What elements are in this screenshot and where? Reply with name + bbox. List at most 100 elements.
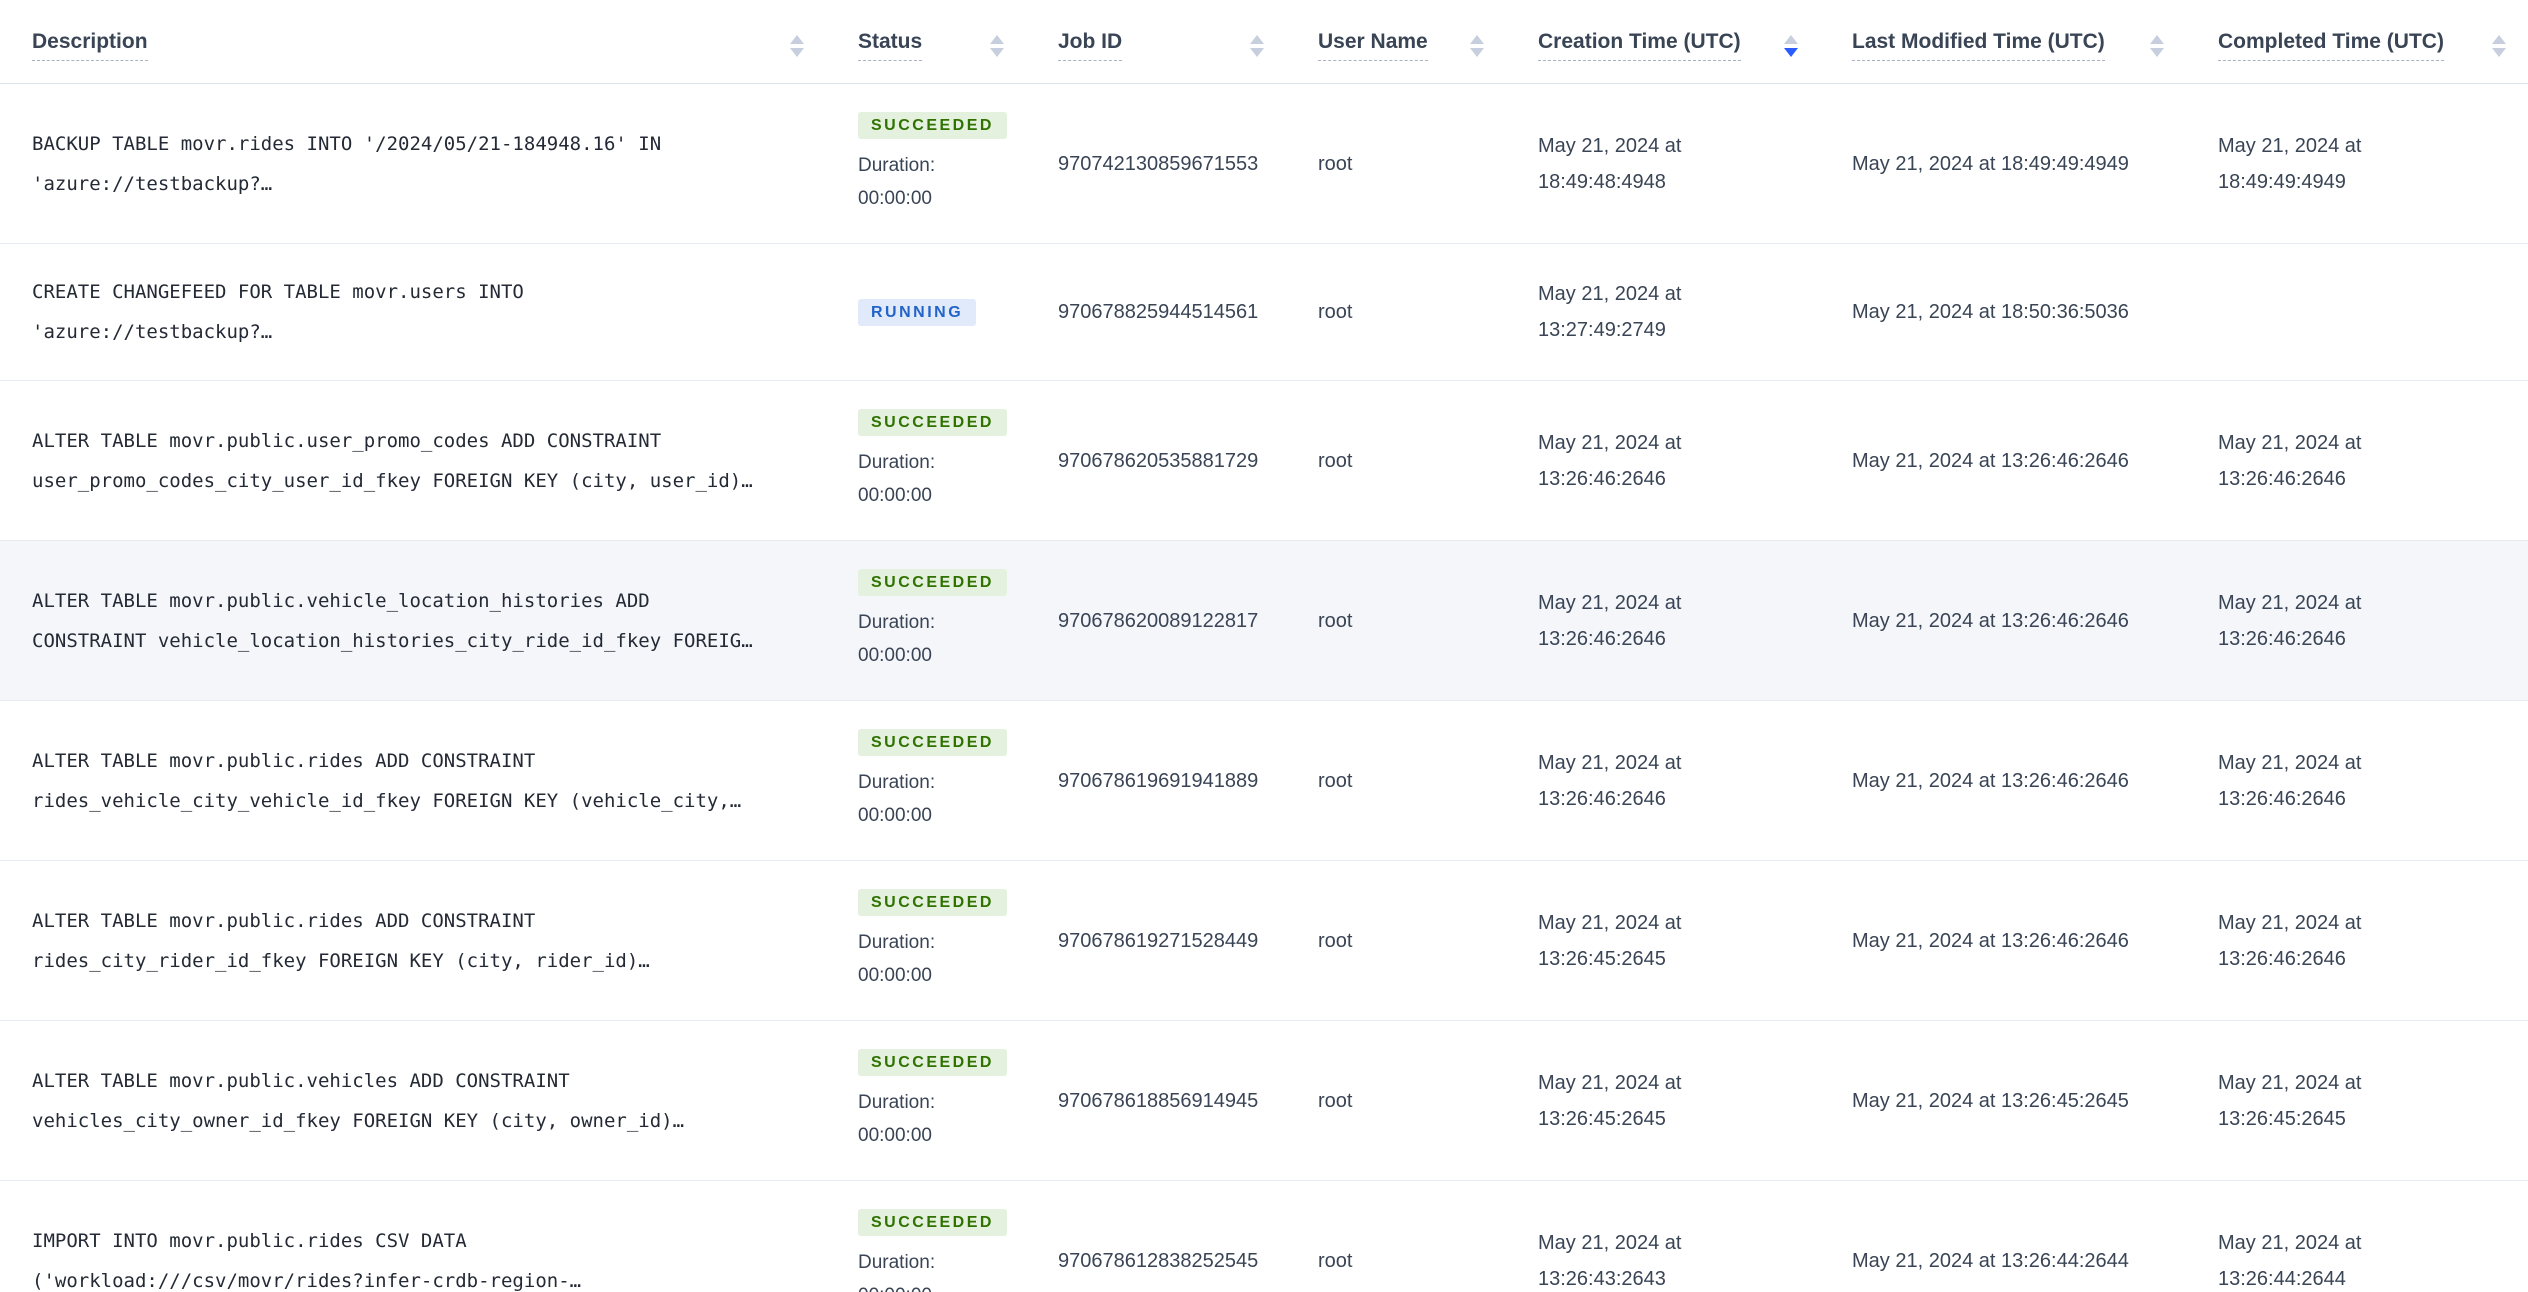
job-description-cell[interactable]: ALTER TABLE movr.public.vehicle_location… [0, 540, 826, 701]
status-badge: SUCCEEDED [858, 729, 1007, 756]
job-description-line-2: rides_vehicle_city_vehicle_id_fkey FOREI… [32, 789, 742, 812]
job-description-cell[interactable]: IMPORT INTO movr.public.rides CSV DATA (… [0, 1180, 826, 1292]
column-header-label: Description [32, 30, 148, 61]
last-modified-time: May 21, 2024 at 13:26:46:2646 [1852, 769, 2129, 792]
user-name: root [1318, 449, 1353, 472]
job-last-modified-cell: May 21, 2024 at 13:26:45:2645 [1820, 1020, 2186, 1181]
completed-time: May 21, 2024 at 18:49:49:4949 [2218, 134, 2362, 193]
completed-time: May 21, 2024 at 13:26:44:2644 [2218, 1231, 2362, 1290]
sort-arrows-icon[interactable] [2492, 34, 2506, 57]
job-completed-time-cell: May 21, 2024 at 13:26:46:2646 [2186, 380, 2528, 541]
job-creation-time-cell: May 21, 2024 at 13:27:49:2749 [1506, 243, 1820, 381]
job-id-cell: 970678618856914945 [1026, 1020, 1286, 1181]
job-id: 970678612838252545 [1058, 1249, 1259, 1272]
sort-arrows-icon[interactable] [790, 34, 804, 57]
status-badge: SUCCEEDED [858, 1209, 1007, 1236]
job-completed-time-cell: May 21, 2024 at 13:26:45:2645 [2186, 1020, 2528, 1181]
column-header-label: Last Modified Time (UTC) [1852, 30, 2105, 61]
job-row[interactable]: BACKUP TABLE movr.rides INTO '/2024/05/2… [0, 83, 2528, 244]
job-id: 970678619271528449 [1058, 929, 1259, 952]
column-header-job-id[interactable]: Job ID [1026, 0, 1286, 84]
job-row[interactable]: ALTER TABLE movr.public.vehicles ADD CON… [0, 1020, 2528, 1181]
job-description-line-2: rides_city_rider_id_fkey FOREIGN KEY (ci… [32, 949, 650, 972]
column-header-description[interactable]: Description [0, 0, 826, 84]
job-row[interactable]: ALTER TABLE movr.public.rides ADD CONSTR… [0, 860, 2528, 1021]
sort-arrows-icon[interactable] [2150, 34, 2164, 57]
job-duration: Duration: 00:00:00 [858, 926, 1002, 992]
job-id-cell: 970678619691941889 [1026, 700, 1286, 861]
column-header-last-modified-time[interactable]: Last Modified Time (UTC) [1820, 0, 2186, 84]
job-description-cell[interactable]: ALTER TABLE movr.public.user_promo_codes… [0, 380, 826, 541]
completed-time: May 21, 2024 at 13:26:46:2646 [2218, 751, 2362, 810]
user-name: root [1318, 929, 1353, 952]
column-header-user-name[interactable]: User Name [1286, 0, 1506, 84]
job-id: 970678620535881729 [1058, 449, 1259, 472]
creation-time: May 21, 2024 at 13:26:45:2645 [1538, 1071, 1682, 1130]
duration-label: Duration: [858, 612, 936, 633]
job-last-modified-cell: May 21, 2024 at 13:26:46:2646 [1820, 380, 2186, 541]
job-id-cell: 970742130859671553 [1026, 83, 1286, 244]
sort-arrows-icon[interactable] [990, 34, 1004, 57]
status-badge: SUCCEEDED [858, 1049, 1007, 1076]
job-status-cell: SUCCEEDED Duration: 00:00:00 [826, 860, 1026, 1021]
job-description-cell[interactable]: ALTER TABLE movr.public.rides ADD CONSTR… [0, 700, 826, 861]
job-user-cell: root [1286, 1020, 1506, 1181]
user-name: root [1318, 1249, 1353, 1272]
creation-time: May 21, 2024 at 13:26:46:2646 [1538, 591, 1682, 650]
job-id-cell: 970678619271528449 [1026, 860, 1286, 1021]
job-creation-time-cell: May 21, 2024 at 13:26:46:2646 [1506, 540, 1820, 701]
completed-time: May 21, 2024 at 13:26:46:2646 [2218, 431, 2362, 490]
job-description-line-2: 'azure://testbackup?… [32, 172, 273, 195]
job-description-cell[interactable]: CREATE CHANGEFEED FOR TABLE movr.users I… [0, 243, 826, 381]
creation-time: May 21, 2024 at 13:26:46:2646 [1538, 431, 1682, 490]
job-id: 970742130859671553 [1058, 152, 1259, 175]
job-duration: Duration: 00:00:00 [858, 766, 1002, 832]
column-header-label: Job ID [1058, 30, 1123, 61]
column-header-label: Status [858, 30, 923, 61]
completed-time: May 21, 2024 at 13:26:45:2645 [2218, 1071, 2362, 1130]
job-status-cell: SUCCEEDED Duration: 00:00:00 [826, 540, 1026, 701]
creation-time: May 21, 2024 at 13:26:45:2645 [1538, 911, 1682, 970]
sort-arrows-icon[interactable] [1250, 34, 1264, 57]
duration-label: Duration: [858, 1252, 936, 1273]
job-last-modified-cell: May 21, 2024 at 13:26:46:2646 [1820, 860, 2186, 1021]
job-description-line-1: CREATE CHANGEFEED FOR TABLE movr.users I… [32, 281, 524, 303]
duration-label: Duration: [858, 155, 936, 176]
job-creation-time-cell: May 21, 2024 at 13:26:43:2643 [1506, 1180, 1820, 1292]
duration-label: Duration: [858, 932, 936, 953]
user-name: root [1318, 609, 1353, 632]
column-header-label: Creation Time (UTC) [1538, 30, 1741, 61]
last-modified-time: May 21, 2024 at 18:50:36:5036 [1852, 301, 2129, 323]
job-description-line-2: user_promo_codes_city_user_id_fkey FOREI… [32, 469, 753, 492]
job-status-cell: SUCCEEDED Duration: 00:00:00 [826, 1180, 1026, 1292]
job-description-cell[interactable]: BACKUP TABLE movr.rides INTO '/2024/05/2… [0, 83, 826, 244]
column-header-creation-time[interactable]: Creation Time (UTC) [1506, 0, 1820, 84]
job-description-cell[interactable]: ALTER TABLE movr.public.vehicles ADD CON… [0, 1020, 826, 1181]
job-completed-time-cell: May 21, 2024 at 13:26:44:2644 [2186, 1180, 2528, 1292]
job-completed-time-cell: May 21, 2024 at 13:26:46:2646 [2186, 540, 2528, 701]
job-row[interactable]: ALTER TABLE movr.public.rides ADD CONSTR… [0, 700, 2528, 861]
job-description-line-2: CONSTRAINT vehicle_location_histories_ci… [32, 629, 753, 652]
job-id: 970678620089122817 [1058, 609, 1259, 632]
status-badge: SUCCEEDED [858, 889, 1007, 916]
job-row[interactable]: ALTER TABLE movr.public.user_promo_codes… [0, 380, 2528, 541]
job-description-cell[interactable]: ALTER TABLE movr.public.rides ADD CONSTR… [0, 860, 826, 1021]
column-header-status[interactable]: Status [826, 0, 1026, 84]
sort-arrows-icon[interactable] [1470, 34, 1484, 57]
last-modified-time: May 21, 2024 at 13:26:46:2646 [1852, 609, 2129, 632]
job-duration: Duration: 00:00:00 [858, 1246, 1002, 1292]
job-status-cell: SUCCEEDED Duration: 00:00:00 [826, 700, 1026, 861]
job-id: 970678618856914945 [1058, 1089, 1259, 1112]
duration-value: 00:00:00 [858, 965, 932, 986]
sort-arrows-icon[interactable] [1784, 34, 1798, 57]
job-row[interactable]: CREATE CHANGEFEED FOR TABLE movr.users I… [0, 243, 2528, 381]
job-description-line-1: IMPORT INTO movr.public.rides CSV DATA [32, 1229, 467, 1252]
status-badge: SUCCEEDED [858, 409, 1007, 436]
status-badge: SUCCEEDED [858, 569, 1007, 596]
column-header-completed-time[interactable]: Completed Time (UTC) [2186, 0, 2528, 84]
job-row[interactable]: ALTER TABLE movr.public.vehicle_location… [0, 540, 2528, 701]
last-modified-time: May 21, 2024 at 13:26:44:2644 [1852, 1249, 2129, 1272]
job-row[interactable]: IMPORT INTO movr.public.rides CSV DATA (… [0, 1180, 2528, 1292]
job-creation-time-cell: May 21, 2024 at 13:26:45:2645 [1506, 1020, 1820, 1181]
